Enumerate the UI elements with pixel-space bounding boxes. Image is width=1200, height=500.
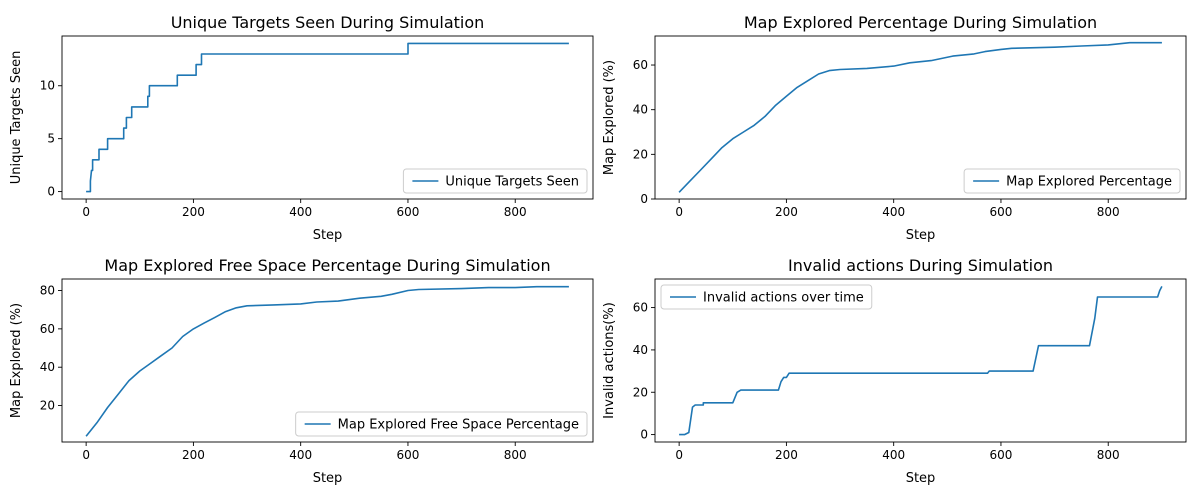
y-axis-label: Unique Targets Seen: [9, 51, 24, 185]
x-tick-label: 400: [882, 205, 905, 219]
y-axis-label: Invalid actions(%): [602, 302, 617, 419]
x-tick-label: 800: [504, 205, 527, 219]
y-tick-label: 10: [40, 79, 55, 93]
x-tick-label: 800: [1097, 448, 1120, 462]
axes-frame: [654, 278, 1187, 443]
x-tick-label: 400: [289, 205, 312, 219]
axes-frame: [61, 278, 594, 443]
subplot-3: Map Explored Free Space Percentage Durin…: [9, 256, 594, 486]
series-line: [679, 286, 1163, 436]
x-tick-label: 600: [397, 448, 420, 462]
x-tick-label: 600: [990, 205, 1013, 219]
chart-title: Map Explored Percentage During Simulatio…: [744, 13, 1097, 32]
x-tick-label: 0: [675, 205, 683, 219]
legend-label: Unique Targets Seen: [445, 175, 579, 190]
x-axis-label: Step: [906, 228, 936, 243]
x-tick-label: 200: [182, 448, 205, 462]
y-tick-label: 20: [633, 147, 648, 161]
y-tick-label: 60: [633, 58, 648, 72]
chart-title: Unique Targets Seen During Simulation: [171, 13, 485, 32]
subplot-2: Map Explored Percentage During Simulatio…: [602, 13, 1187, 243]
legend: Unique Targets Seen: [402, 168, 588, 194]
x-tick-label: 800: [1097, 205, 1120, 219]
x-tick-label: 800: [504, 448, 527, 462]
legend: Invalid actions over time: [660, 284, 873, 310]
legend: Map Explored Percentage: [963, 168, 1181, 194]
x-tick-label: 0: [82, 448, 90, 462]
y-tick-label: 0: [640, 192, 648, 206]
x-tick-label: 200: [775, 205, 798, 219]
x-tick-label: 200: [182, 205, 205, 219]
x-axis-label: Step: [906, 471, 936, 486]
series-line: [678, 41, 1162, 193]
y-axis-label: Map Explored (%): [602, 60, 617, 175]
series-line: [85, 285, 569, 437]
legend-box: [963, 168, 1181, 194]
legend: Map Explored Free Space Percentage: [295, 411, 588, 437]
y-tick-label: 40: [40, 360, 55, 374]
axes-frame: [61, 35, 594, 200]
series-line: [86, 42, 569, 193]
x-tick-label: 400: [289, 448, 312, 462]
legend-label: Map Explored Free Space Percentage: [338, 418, 579, 433]
x-tick-label: 600: [397, 205, 420, 219]
x-tick-label: 200: [775, 448, 798, 462]
legend-label: Map Explored Percentage: [1006, 175, 1172, 190]
x-axis-label: Step: [313, 228, 343, 243]
y-tick-label: 5: [47, 132, 55, 146]
legend-box: [660, 284, 873, 310]
legend-box: [402, 168, 588, 194]
subplot-1: Unique Targets Seen During Simulation 0 20…: [9, 13, 594, 243]
x-tick-label: 0: [82, 205, 90, 219]
x-tick-label: 600: [990, 448, 1013, 462]
y-tick-label: 0: [640, 428, 648, 442]
y-tick-label: 60: [633, 301, 648, 315]
x-tick-label: 400: [882, 448, 905, 462]
y-tick-label: 80: [40, 284, 55, 298]
x-tick-label: 0: [675, 448, 683, 462]
chart-title: Map Explored Free Space Percentage Durin…: [104, 256, 550, 275]
x-axis-label: Step: [313, 471, 343, 486]
legend-box: [295, 411, 588, 437]
y-tick-label: 40: [633, 103, 648, 117]
y-tick-label: 60: [40, 322, 55, 336]
y-tick-label: 20: [633, 385, 648, 399]
y-axis-label: Map Explored (%): [9, 303, 24, 418]
y-tick-label: 40: [633, 343, 648, 357]
chart-title: Invalid actions During Simulation: [788, 256, 1053, 275]
y-tick-label: 20: [40, 399, 55, 413]
y-tick-label: 0: [47, 185, 55, 199]
axes-frame: [654, 35, 1187, 200]
legend-label: Invalid actions over time: [703, 291, 864, 306]
